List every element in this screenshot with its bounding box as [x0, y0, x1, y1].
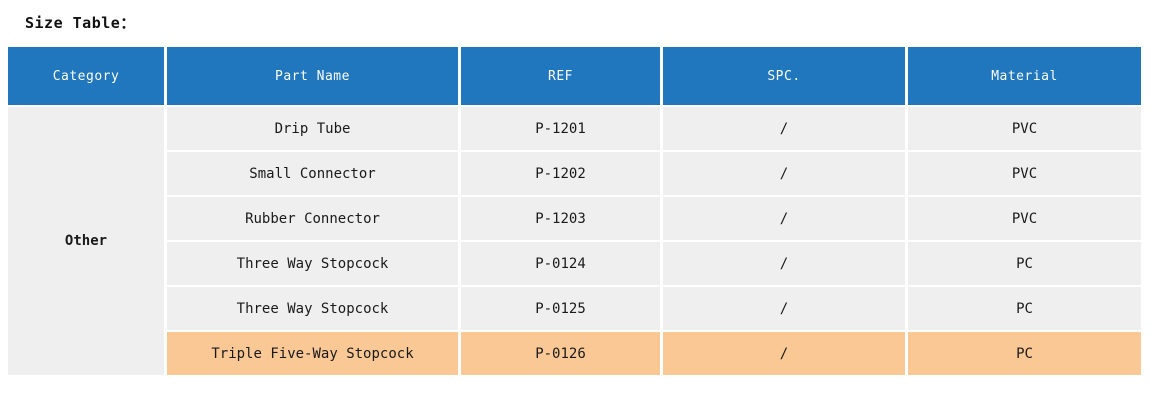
- ref-cell: P-0126: [461, 332, 660, 375]
- ref-cell: P-1202: [461, 152, 660, 195]
- category-cell: Other: [8, 107, 164, 375]
- size-table-page: Size Table： Category Part Name REF SPC. …: [0, 13, 1150, 400]
- column-header-material: Material: [908, 47, 1141, 105]
- material-cell: PVC: [908, 152, 1141, 195]
- spc-cell: /: [663, 107, 905, 150]
- spc-cell: /: [663, 152, 905, 195]
- ref-cell: P-0124: [461, 242, 660, 285]
- ref-cell: P-1203: [461, 197, 660, 240]
- part-name-cell: Three Way Stopcock: [167, 242, 458, 285]
- material-cell: PC: [908, 332, 1141, 375]
- size-table: Category Part Name REF SPC. Material Oth…: [8, 47, 1141, 375]
- column-header-category: Category: [8, 47, 164, 105]
- part-name-cell: Triple Five-Way Stopcock: [167, 332, 458, 375]
- part-name-cell: Drip Tube: [167, 107, 458, 150]
- ref-cell: P-0125: [461, 287, 660, 330]
- material-cell: PVC: [908, 107, 1141, 150]
- spc-cell: /: [663, 287, 905, 330]
- spc-cell: /: [663, 242, 905, 285]
- column-header-spc: SPC.: [663, 47, 905, 105]
- ref-cell: P-1201: [461, 107, 660, 150]
- part-name-cell: Small Connector: [167, 152, 458, 195]
- page-title: Size Table：: [25, 14, 136, 32]
- material-cell: PC: [908, 287, 1141, 330]
- part-name-cell: Rubber Connector: [167, 197, 458, 240]
- part-name-cell: Three Way Stopcock: [167, 287, 458, 330]
- spc-cell: /: [663, 197, 905, 240]
- material-cell: PVC: [908, 197, 1141, 240]
- material-cell: PC: [908, 242, 1141, 285]
- column-header-part-name: Part Name: [167, 47, 458, 105]
- spc-cell: /: [663, 332, 905, 375]
- column-header-ref: REF: [461, 47, 660, 105]
